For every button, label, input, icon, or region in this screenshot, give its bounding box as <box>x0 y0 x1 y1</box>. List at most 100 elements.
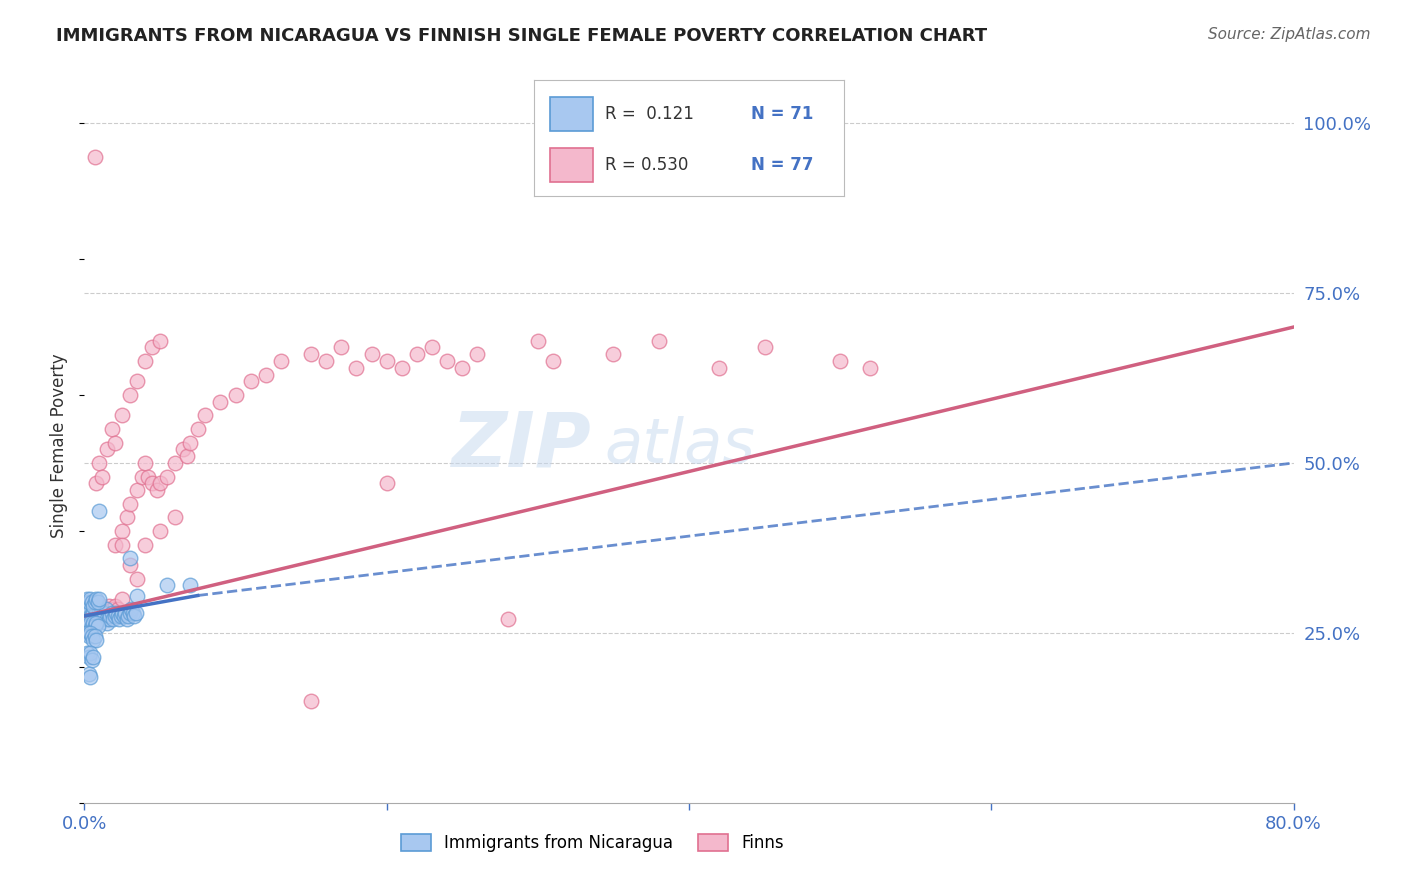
Text: Source: ZipAtlas.com: Source: ZipAtlas.com <box>1208 27 1371 42</box>
Point <box>131 469 153 483</box>
Point <box>82 632 104 647</box>
Point <box>87 599 110 613</box>
Point <box>96 442 118 457</box>
Point <box>172 442 194 457</box>
Point <box>76 615 98 630</box>
Point <box>134 456 156 470</box>
Point <box>82 606 104 620</box>
Text: N = 71: N = 71 <box>751 105 813 123</box>
Point <box>100 606 122 620</box>
Point <box>127 572 149 586</box>
Point <box>96 612 118 626</box>
Point <box>118 558 141 572</box>
Point <box>79 626 101 640</box>
Point <box>104 537 127 551</box>
Point <box>89 606 111 620</box>
Point <box>80 608 103 623</box>
Point <box>96 615 118 630</box>
Point <box>82 599 104 613</box>
Point <box>89 456 111 470</box>
Point <box>375 354 398 368</box>
Point <box>141 341 163 355</box>
Point <box>80 595 103 609</box>
Point <box>100 602 122 616</box>
Point <box>77 606 100 620</box>
Point <box>149 334 172 348</box>
Point <box>86 606 108 620</box>
Point <box>115 612 138 626</box>
Point <box>134 354 156 368</box>
Point <box>156 578 179 592</box>
Point <box>86 602 108 616</box>
Point <box>111 537 134 551</box>
Point <box>97 599 120 613</box>
Point <box>117 608 139 623</box>
Point <box>93 602 115 616</box>
Point <box>91 469 114 483</box>
Point <box>104 608 127 623</box>
Point <box>91 608 114 623</box>
Point <box>80 653 103 667</box>
Point <box>360 347 382 361</box>
Legend: Immigrants from Nicaragua, Finns: Immigrants from Nicaragua, Finns <box>394 827 790 859</box>
Point <box>89 503 111 517</box>
Point <box>127 483 149 498</box>
Point <box>86 615 108 630</box>
Point <box>105 606 128 620</box>
Point <box>80 619 103 633</box>
Point <box>108 612 131 626</box>
Point <box>76 599 98 613</box>
Point <box>375 476 398 491</box>
Point <box>84 619 107 633</box>
Point <box>149 476 172 491</box>
Y-axis label: Single Female Poverty: Single Female Poverty <box>51 354 69 538</box>
Point <box>165 456 187 470</box>
Point <box>91 599 114 613</box>
Point <box>225 388 247 402</box>
Point <box>77 595 100 609</box>
Point <box>179 578 201 592</box>
Point <box>77 619 100 633</box>
Point <box>346 360 368 375</box>
Point <box>84 608 107 623</box>
Text: ZIP: ZIP <box>453 409 592 483</box>
Point <box>315 354 337 368</box>
Point <box>149 524 172 538</box>
Point <box>118 551 141 566</box>
Point <box>146 483 169 498</box>
Point <box>86 476 108 491</box>
Point <box>111 524 134 538</box>
Point <box>80 606 103 620</box>
Point <box>122 608 145 623</box>
Point <box>602 347 624 361</box>
Point <box>496 612 519 626</box>
Point <box>107 602 129 616</box>
Point <box>111 409 134 423</box>
Point <box>93 606 115 620</box>
Point <box>165 510 187 524</box>
Text: atlas: atlas <box>605 416 755 476</box>
Point <box>141 476 163 491</box>
Point <box>90 606 112 620</box>
Point <box>87 619 110 633</box>
Point <box>79 670 101 684</box>
Point <box>187 422 209 436</box>
Point <box>254 368 277 382</box>
Point <box>104 435 127 450</box>
Point <box>436 354 458 368</box>
Point <box>115 510 138 524</box>
Text: R = 0.530: R = 0.530 <box>606 156 689 174</box>
Point <box>648 334 671 348</box>
Point <box>77 649 100 664</box>
Point <box>120 602 142 616</box>
Point <box>194 409 217 423</box>
Point <box>156 469 179 483</box>
FancyBboxPatch shape <box>550 96 593 131</box>
Point <box>80 629 103 643</box>
Point <box>94 602 117 616</box>
Point <box>136 469 159 483</box>
Point <box>101 612 124 626</box>
Point <box>420 341 443 355</box>
Point <box>76 626 98 640</box>
Point <box>239 375 262 389</box>
